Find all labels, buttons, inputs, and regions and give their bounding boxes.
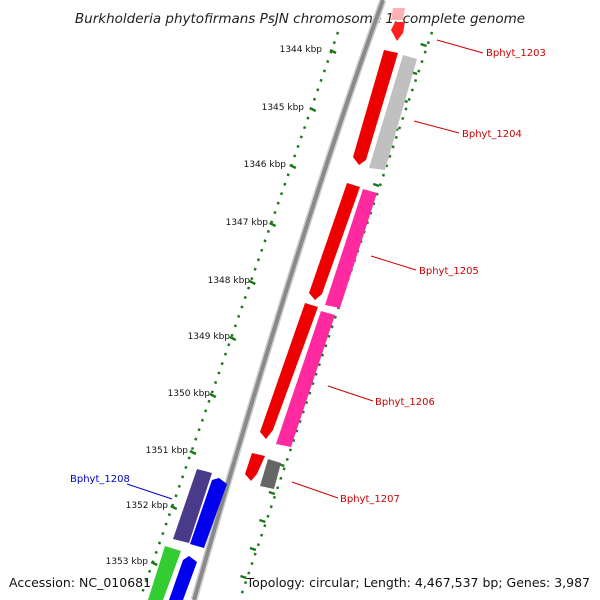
gene-bphyt-1207-gray[interactable] bbox=[260, 459, 281, 489]
gene-bphyt-1207-red[interactable] bbox=[245, 453, 265, 481]
major-tick bbox=[309, 106, 317, 113]
gene-bphyt-1205-pink[interactable] bbox=[325, 189, 377, 308]
kbp-label: 1349 kbp bbox=[188, 332, 231, 342]
callout-line bbox=[126, 483, 173, 500]
kbp-label: 1353 kbp bbox=[106, 557, 149, 567]
gene-bphyt-1204-gray[interactable] bbox=[369, 55, 417, 170]
gene-bphyt-1208-slate[interactable] bbox=[173, 469, 212, 543]
major-tick bbox=[248, 279, 256, 286]
chromosome-backbone bbox=[192, 0, 385, 600]
outer-dotted-ruler bbox=[239, 31, 434, 597]
accession-text: Accession: NC_010681 bbox=[9, 575, 151, 590]
kbp-label: 1348 kbp bbox=[208, 276, 251, 286]
gene-label-bphyt-1205[interactable]: Bphyt_1205 bbox=[419, 266, 479, 277]
callout-line bbox=[436, 39, 484, 54]
gene-label-bphyt-1204[interactable]: Bphyt_1204 bbox=[462, 129, 522, 140]
backbone-shadow bbox=[190, 0, 387, 600]
genome-summary-text: Topology: circular; Length: 4,467,537 bp… bbox=[246, 575, 590, 590]
gene-label-bphyt-1206[interactable]: Bphyt_1206 bbox=[375, 397, 435, 408]
gene-bphyt-1204-red[interactable] bbox=[353, 50, 398, 165]
gene-blue-lower[interactable] bbox=[169, 556, 197, 600]
kbp-label: 1352 kbp bbox=[126, 501, 169, 511]
kbp-label: 1344 kbp bbox=[280, 45, 323, 55]
gene-bphyt-1206-red[interactable] bbox=[260, 303, 318, 439]
gene-label-bphyt-1208[interactable]: Bphyt_1208 bbox=[70, 474, 130, 485]
minor-tick bbox=[420, 42, 427, 48]
major-tick bbox=[269, 221, 277, 228]
major-tick bbox=[329, 48, 337, 55]
gene-bphyt-1208-blue[interactable] bbox=[190, 478, 227, 548]
major-tick bbox=[289, 163, 297, 170]
major-tick bbox=[150, 560, 158, 567]
callout-line bbox=[370, 255, 417, 271]
gene-bphyt-1203[interactable] bbox=[391, 22, 405, 41]
callout-line bbox=[291, 481, 339, 499]
minor-tick bbox=[259, 518, 266, 524]
gene-bphyt-1205-red[interactable] bbox=[309, 183, 360, 300]
kbp-label: 1347 kbp bbox=[226, 218, 269, 228]
callout-line bbox=[327, 385, 374, 402]
gene-label-bphyt-1207[interactable]: Bphyt_1207 bbox=[340, 494, 400, 505]
kbp-label: 1345 kbp bbox=[262, 103, 305, 113]
minor-tick bbox=[240, 574, 247, 580]
map-title: Burkholderia phytofirmans PsJN chromosom… bbox=[75, 11, 525, 27]
gene-bphyt-1203-overlay bbox=[391, 8, 405, 20]
minor-tick bbox=[249, 546, 257, 552]
major-tick bbox=[229, 335, 237, 342]
major-tick bbox=[189, 449, 197, 456]
kbp-label: 1350 kbp bbox=[168, 389, 211, 399]
gene-bphyt-1206-pink[interactable] bbox=[276, 311, 335, 447]
gene-green[interactable] bbox=[148, 546, 181, 600]
minor-tick bbox=[268, 490, 276, 496]
major-tick bbox=[170, 504, 178, 511]
callout-line bbox=[413, 120, 460, 134]
kbp-label: 1351 kbp bbox=[146, 446, 189, 456]
gene-label-bphyt-1203[interactable]: Bphyt_1203 bbox=[486, 48, 546, 59]
kbp-label: 1346 kbp bbox=[244, 160, 287, 170]
minor-tick bbox=[372, 182, 380, 188]
major-tick bbox=[209, 392, 217, 399]
